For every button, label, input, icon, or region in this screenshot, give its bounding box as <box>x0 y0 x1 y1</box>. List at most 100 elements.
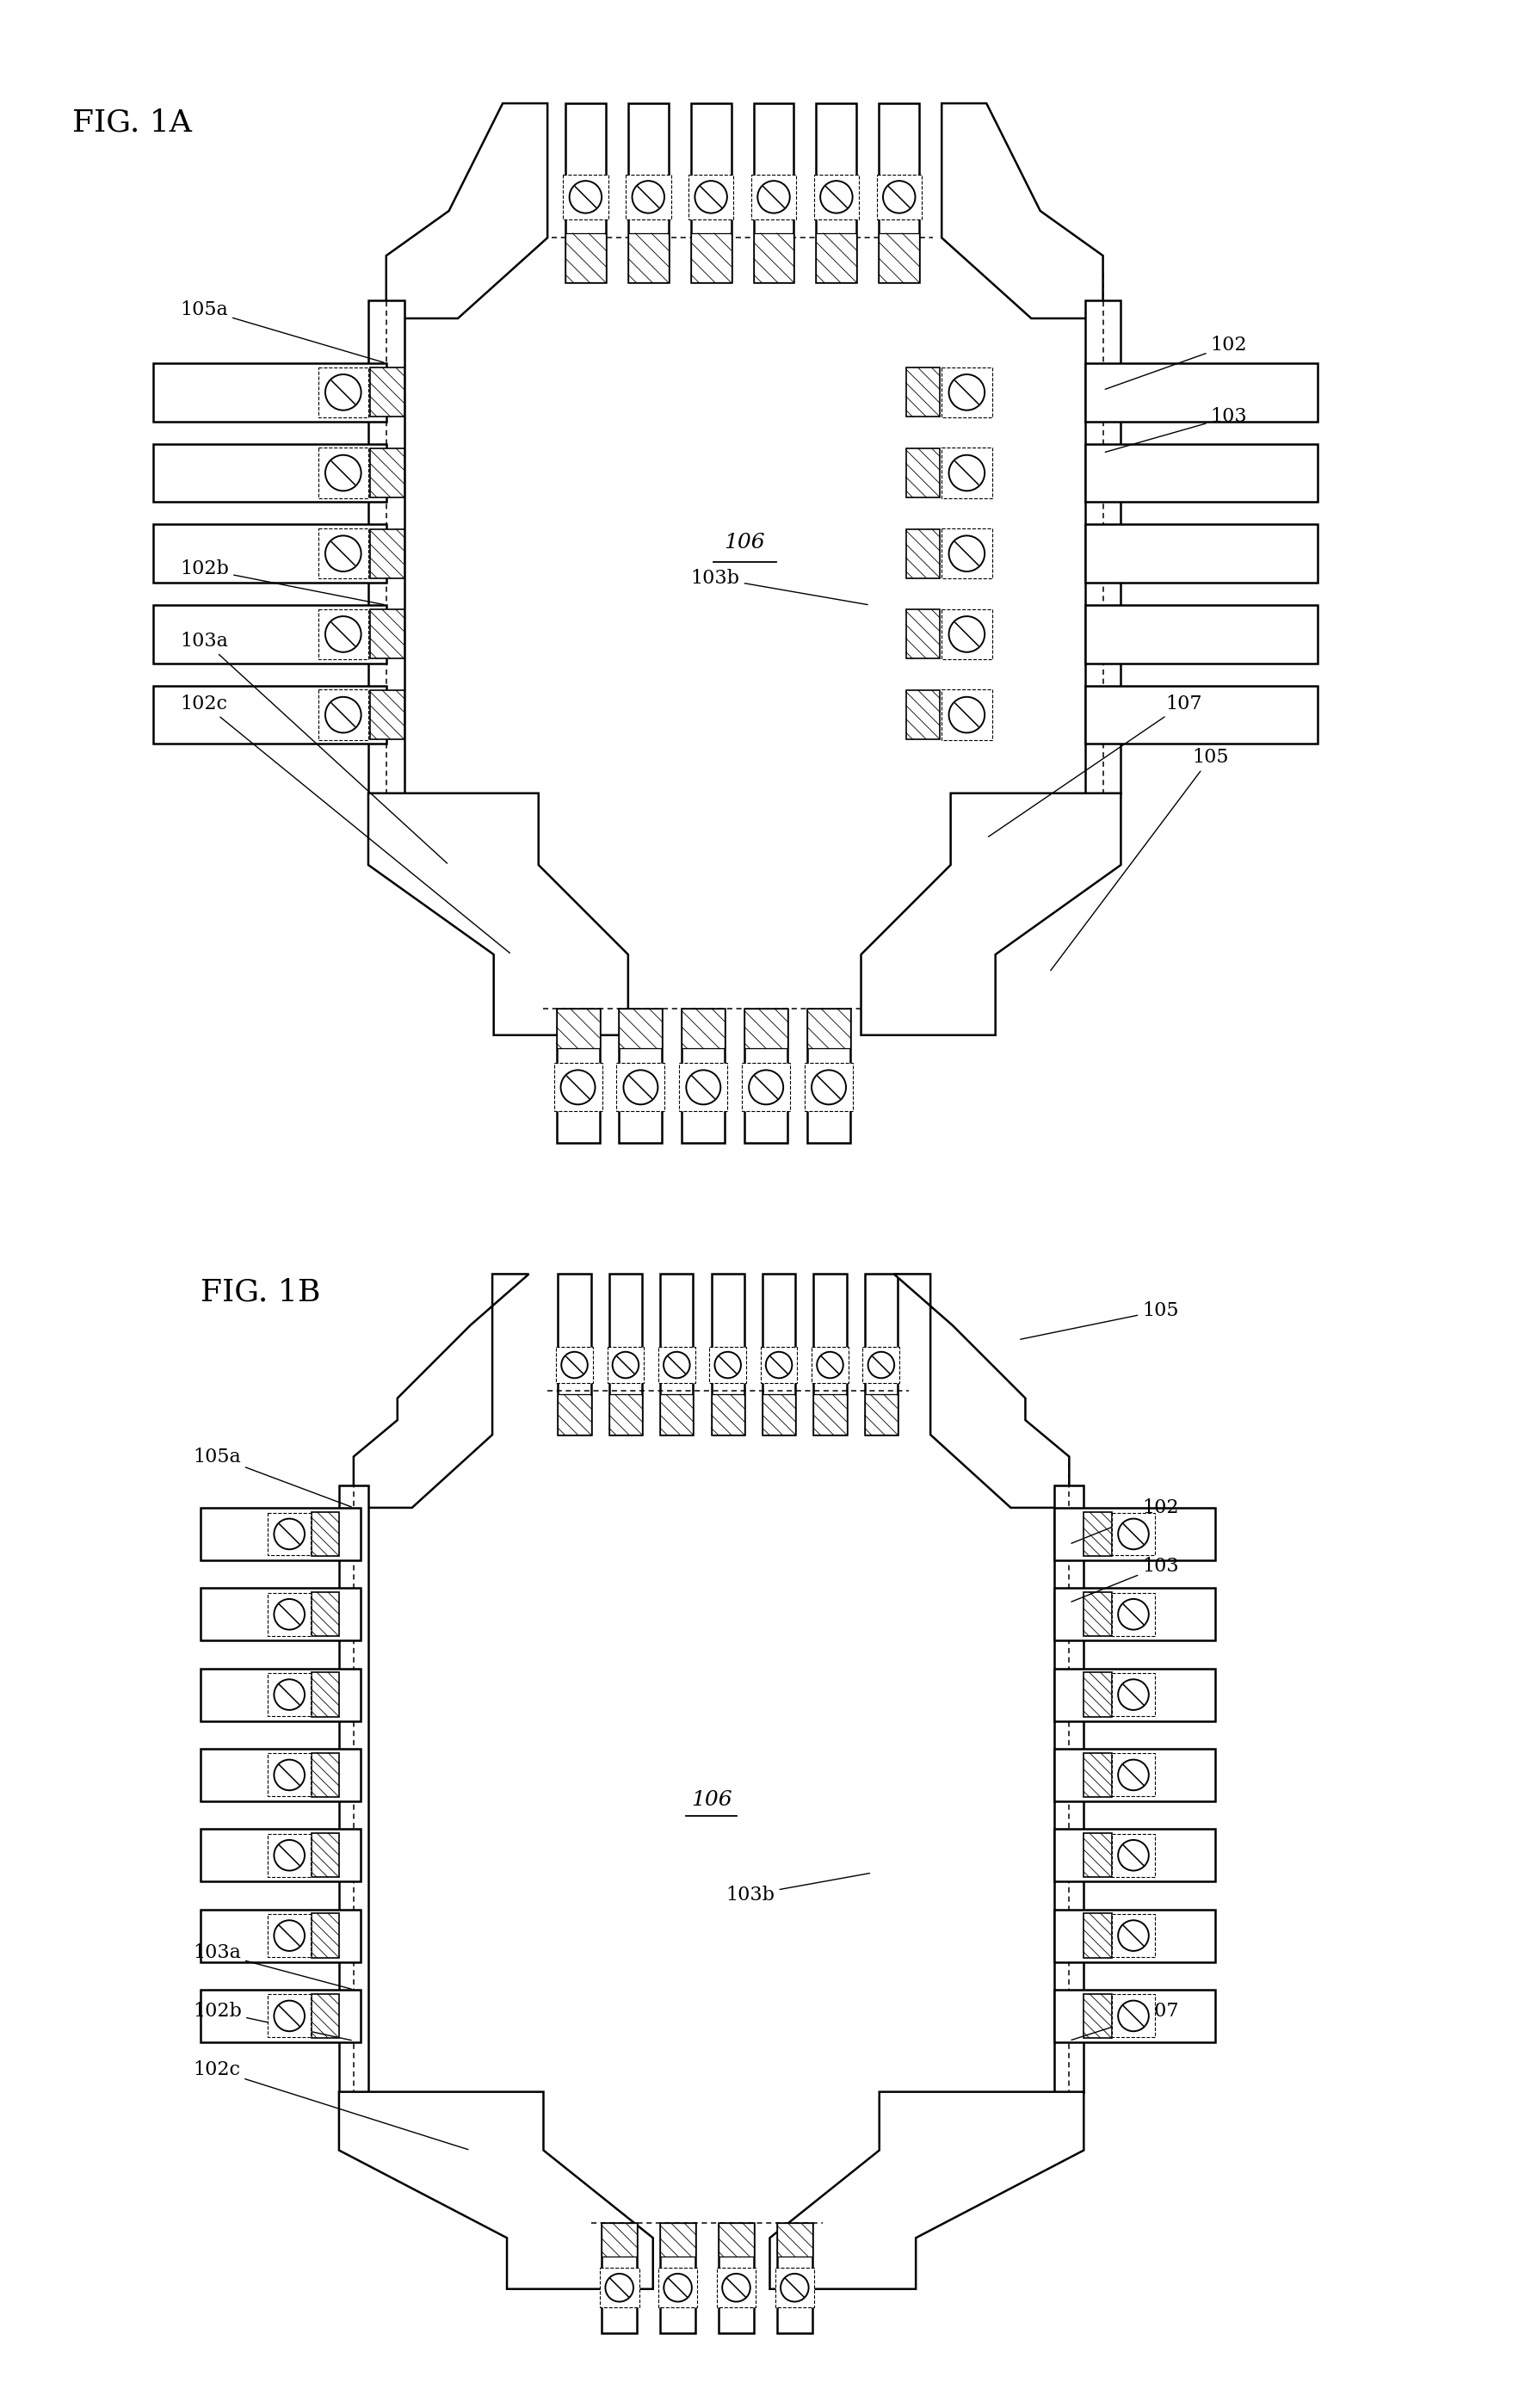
Bar <box>906 368 939 417</box>
Bar <box>268 1914 311 1958</box>
Text: 103a: 103a <box>194 1943 351 1989</box>
Bar <box>1055 1748 1215 1801</box>
Bar <box>1112 1674 1154 1717</box>
Bar <box>619 1009 662 1047</box>
Bar <box>608 1394 642 1435</box>
Bar <box>371 448 404 498</box>
Bar <box>816 234 857 282</box>
Bar <box>1055 1910 1215 1963</box>
Bar <box>153 604 386 662</box>
Bar <box>554 1064 602 1112</box>
Bar <box>599 2268 639 2307</box>
Bar <box>711 1394 744 1435</box>
Bar <box>807 1009 851 1144</box>
Text: 103b: 103b <box>726 1873 869 1905</box>
Bar <box>268 1512 311 1556</box>
Text: 105a: 105a <box>180 301 384 364</box>
Bar <box>762 1394 796 1435</box>
Bar <box>744 1009 787 1047</box>
Bar <box>371 691 404 739</box>
Text: 107: 107 <box>1072 2001 1179 2040</box>
Text: 106: 106 <box>724 532 766 551</box>
Bar <box>1112 1914 1154 1958</box>
Bar <box>268 1994 311 2037</box>
Bar <box>691 104 730 282</box>
Bar <box>1084 525 1318 583</box>
Bar <box>878 234 920 282</box>
Bar <box>1055 1669 1215 1722</box>
Bar <box>805 1064 852 1112</box>
Bar <box>1084 1512 1112 1556</box>
Bar <box>659 1346 695 1382</box>
Bar <box>625 173 671 219</box>
Bar <box>311 1512 339 1556</box>
Bar <box>942 527 991 578</box>
Bar <box>942 366 991 417</box>
Bar <box>200 1748 361 1801</box>
Text: 103b: 103b <box>691 568 868 604</box>
Bar <box>200 1830 361 1881</box>
Bar <box>200 1587 361 1640</box>
Bar <box>319 689 368 739</box>
Bar <box>718 2223 753 2256</box>
Bar <box>1084 301 1121 792</box>
Bar <box>753 234 795 282</box>
Bar <box>200 1989 361 2042</box>
Bar <box>865 1274 898 1435</box>
Bar <box>877 173 921 219</box>
Text: 102: 102 <box>1106 335 1247 390</box>
Bar <box>1084 443 1318 501</box>
Bar <box>616 1064 665 1112</box>
Bar <box>863 1346 900 1382</box>
Bar <box>1055 1830 1215 1881</box>
Text: 106: 106 <box>691 1789 732 1811</box>
Bar <box>153 443 386 501</box>
Bar <box>1084 1674 1112 1717</box>
Bar <box>1084 1994 1112 2037</box>
Text: 102: 102 <box>1072 1498 1179 1544</box>
Text: 105: 105 <box>1051 749 1229 970</box>
Bar <box>711 1274 744 1435</box>
Polygon shape <box>770 2093 1084 2290</box>
Bar <box>371 368 404 417</box>
Bar <box>660 1394 694 1435</box>
Bar <box>371 530 404 578</box>
Bar <box>153 686 386 744</box>
Bar <box>153 364 386 421</box>
Bar <box>659 2268 697 2307</box>
Bar <box>691 234 730 282</box>
Bar <box>717 2268 756 2307</box>
Bar <box>1084 364 1318 421</box>
Bar <box>762 1274 796 1435</box>
Text: 102b: 102b <box>194 2001 351 2040</box>
Bar <box>368 301 404 792</box>
Bar <box>319 609 368 660</box>
Bar <box>778 2223 813 2256</box>
Polygon shape <box>339 2093 653 2290</box>
Bar <box>878 104 920 282</box>
Bar <box>558 1274 590 1435</box>
Bar <box>602 2223 637 2333</box>
Bar <box>816 104 857 282</box>
Bar <box>153 525 386 583</box>
Bar <box>743 1064 790 1112</box>
Bar <box>566 234 605 282</box>
Bar <box>1084 1914 1112 1958</box>
Bar <box>607 1346 644 1382</box>
Bar <box>1055 1989 1215 2042</box>
Bar <box>688 173 734 219</box>
Text: 103: 103 <box>1106 407 1247 453</box>
Bar <box>1112 1512 1154 1556</box>
Bar <box>906 530 939 578</box>
Bar <box>268 1835 311 1876</box>
Polygon shape <box>862 792 1121 1035</box>
Text: 105: 105 <box>1020 1300 1179 1339</box>
Bar <box>752 173 796 219</box>
Text: 105a: 105a <box>194 1447 351 1507</box>
Bar <box>865 1394 898 1435</box>
Bar <box>814 1274 846 1435</box>
Bar <box>778 2223 813 2333</box>
Bar <box>311 1994 339 2037</box>
Bar <box>1084 686 1318 744</box>
Bar <box>311 1914 339 1958</box>
